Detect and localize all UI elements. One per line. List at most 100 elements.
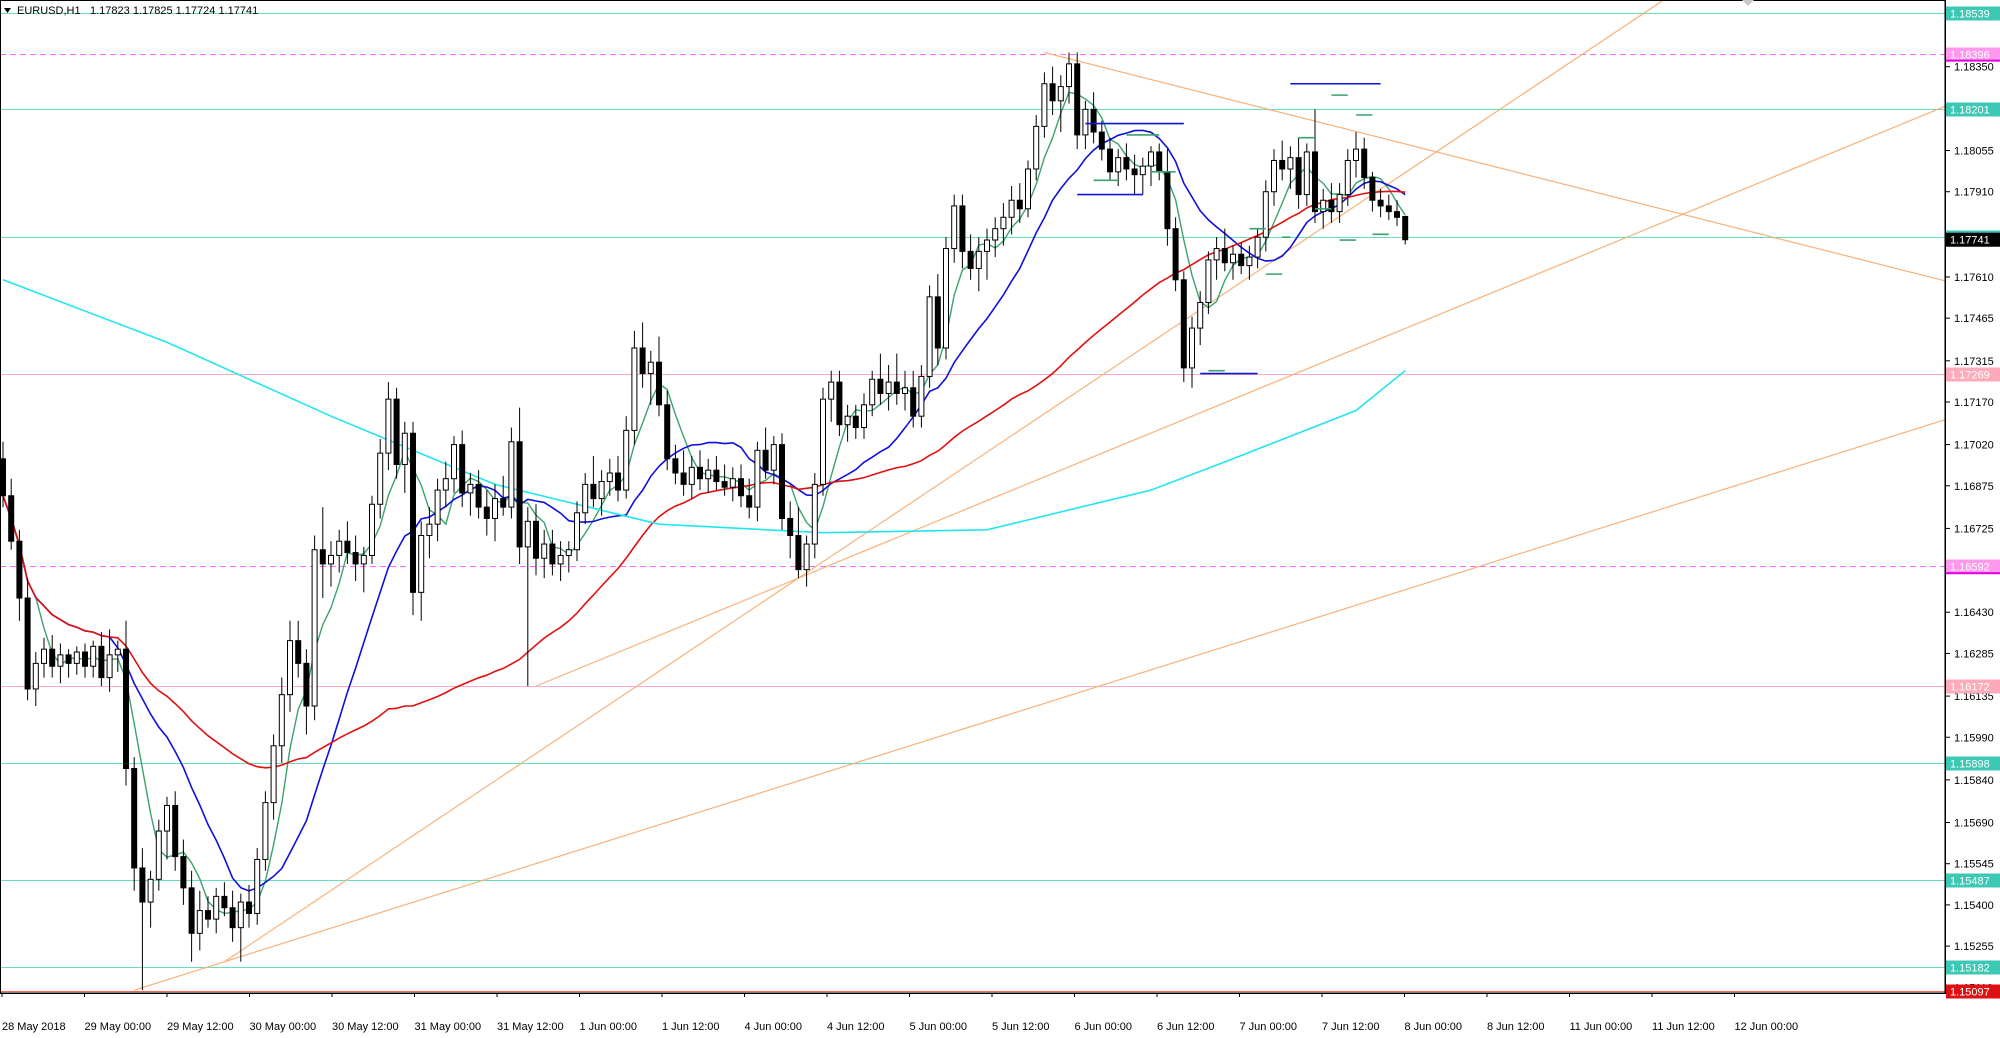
candle-body-bull [1336,194,1343,213]
candle-body-bear [549,543,556,565]
candle [1221,228,1228,272]
candle-body-bull [328,554,334,565]
level-emphasis-bar [1946,572,2000,575]
triangle-down-icon[interactable] [4,8,11,13]
price-tick-label: 1.18055 [1954,146,1994,158]
price-tick-label: 1.18350 [1954,62,1994,74]
candle [656,336,662,417]
candle-body-bull [213,895,220,920]
candle-body-bear [139,867,146,903]
candle-body-bear [1369,177,1376,201]
time-tick-label: 1 Jun 00:00 [580,1021,638,1033]
candle-body-bull [1025,168,1031,210]
ma-fast-line [2,91,1406,915]
candle [278,677,285,763]
candle [1057,75,1064,133]
candle [90,640,97,678]
price-tick-label: 1.17315 [1954,356,1994,368]
candle [1049,66,1056,116]
candle [664,390,671,471]
candle [615,455,621,502]
candle [811,473,818,559]
candle [1008,186,1015,235]
candle [73,646,80,675]
candle-body-bull [451,444,457,480]
candle [508,427,515,519]
candle [852,404,859,439]
swing-marks [1077,82,1389,375]
candle [565,541,572,573]
candle [1123,143,1130,181]
price-tick-label: 1.15400 [1954,900,1994,912]
candle-body-bear [1123,157,1130,170]
candle-body-bull [1205,259,1212,304]
candle-body-bull [1213,248,1220,261]
time-tick-label: 31 May 00:00 [415,1021,482,1033]
candle-body-bull [647,361,654,375]
candle-body-bull [1287,157,1294,170]
candle [41,637,47,678]
candle [934,274,941,366]
level-emphasis-bar [1946,59,2000,62]
candle-body-bear [738,478,744,497]
level-price-tag [1946,984,2000,999]
price-axis: 1.183501.182051.180551.179101.177601.176… [0,0,2000,999]
candle [1041,72,1048,138]
candle-body-bear [352,552,359,565]
candle [1016,183,1023,223]
candle [32,652,39,707]
candle [746,478,753,519]
candle-body-bear [656,361,662,406]
candle [1394,200,1400,226]
price-tick-label: 1.16135 [1954,691,1994,703]
ohlc-readout: 1.17823 1.17825 1.17724 1.17741 [90,5,258,17]
time-tick-label: 4 Jun 00:00 [745,1021,803,1033]
candle [1205,251,1212,314]
candle-body-bull [287,640,293,696]
candle-body-bear [221,895,228,909]
candle-body-bear [697,466,703,480]
candle [910,370,917,428]
candle [1098,120,1105,161]
candle-body-bear [533,520,539,559]
candle-body-bear [910,387,917,417]
time-tick-label: 30 May 00:00 [250,1021,317,1033]
candle [1107,137,1113,181]
candle-body-bear [639,347,646,375]
candle [803,535,810,587]
candle [196,890,203,951]
candle-body-bull [984,239,990,252]
candle-body-bear [1156,151,1163,173]
level-price-label: 1.15182 [1950,963,1990,975]
time-tick-label: 8 Jun 00:00 [1405,1021,1463,1033]
candle [418,521,425,621]
candle [582,473,589,525]
time-tick-label: 8 Jun 12:00 [1487,1021,1545,1033]
candle [180,839,187,905]
plot-frame [0,0,1946,994]
candle [836,370,843,437]
candle [336,529,343,573]
candle-body-bear [1402,215,1409,241]
chart-shift-icon[interactable] [1742,0,1754,6]
candle-body-bull [155,830,162,880]
candle [984,228,990,280]
candle-body-bull [73,651,80,664]
candle [623,416,630,499]
candle-body-bear [713,469,720,483]
candle-body-bull [278,694,285,747]
candle-body-bear [836,381,843,426]
candle-body-bull [582,483,589,514]
candle [155,819,162,891]
candle-body-bear [319,549,326,565]
candle-body-bear [787,517,794,537]
candle [401,421,408,493]
time-tick-label: 1 Jun 12:00 [662,1021,720,1033]
time-tick-label: 30 May 12:00 [332,1021,399,1033]
price-tick-label: 1.17610 [1954,272,1994,284]
candle [1066,52,1072,104]
ma-long-line [2,279,1406,534]
candle [533,504,539,576]
